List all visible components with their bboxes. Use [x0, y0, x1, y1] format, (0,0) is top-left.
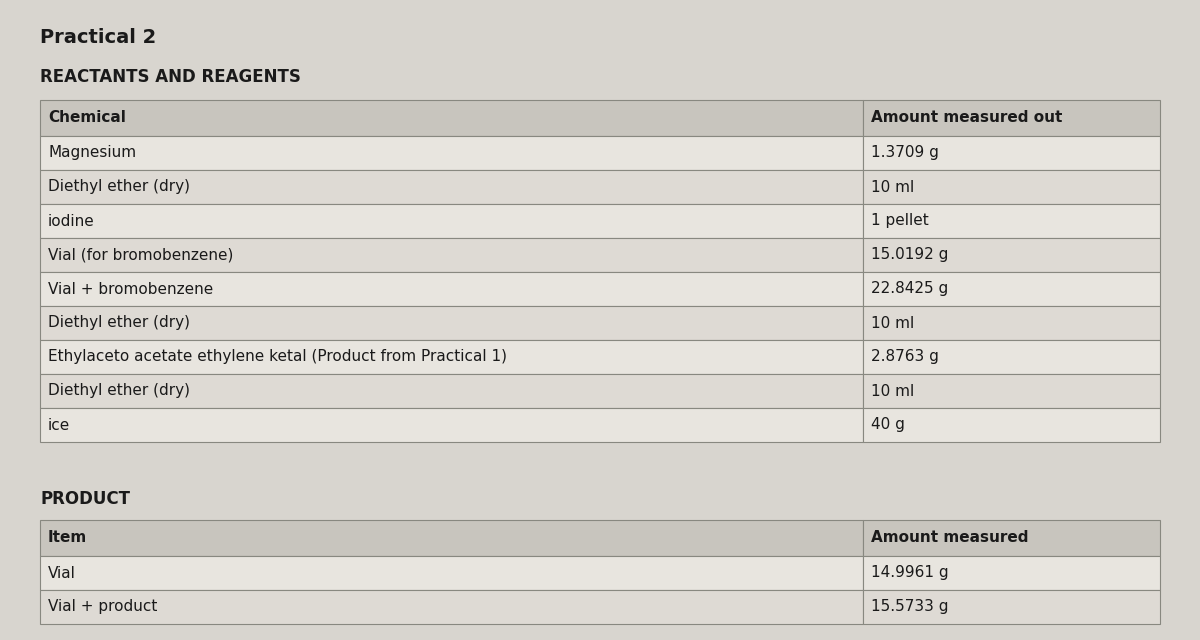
Bar [863, 272, 1160, 306]
Bar [863, 306, 1160, 340]
Bar [40, 340, 863, 374]
Text: 10 ml: 10 ml [871, 316, 914, 330]
Text: Magnesium: Magnesium [48, 145, 136, 161]
Bar [40, 520, 863, 556]
Text: 10 ml: 10 ml [871, 383, 914, 399]
Text: iodine: iodine [48, 214, 95, 228]
Bar [863, 238, 1160, 272]
Text: Practical 2: Practical 2 [40, 28, 156, 47]
Text: Vial + product: Vial + product [48, 600, 157, 614]
Bar [40, 306, 863, 340]
Bar [863, 204, 1160, 238]
Text: 15.5733 g: 15.5733 g [871, 600, 949, 614]
Text: Ethylaceto acetate ethylene ketal (Product from Practical 1): Ethylaceto acetate ethylene ketal (Produ… [48, 349, 508, 365]
Text: 14.9961 g: 14.9961 g [871, 566, 949, 580]
Text: Vial: Vial [48, 566, 76, 580]
Bar [863, 170, 1160, 204]
Text: 10 ml: 10 ml [871, 179, 914, 195]
Bar [40, 136, 863, 170]
Bar [40, 100, 863, 136]
Bar [40, 204, 863, 238]
Text: Vial + bromobenzene: Vial + bromobenzene [48, 282, 214, 296]
Bar [40, 374, 863, 408]
Text: Diethyl ether (dry): Diethyl ether (dry) [48, 383, 190, 399]
Text: Amount measured out: Amount measured out [871, 111, 1062, 125]
Text: Item: Item [48, 531, 88, 545]
Bar [40, 238, 863, 272]
Bar [863, 136, 1160, 170]
Text: PRODUCT: PRODUCT [40, 490, 130, 508]
Text: Diethyl ether (dry): Diethyl ether (dry) [48, 179, 190, 195]
Text: Diethyl ether (dry): Diethyl ether (dry) [48, 316, 190, 330]
Text: 15.0192 g: 15.0192 g [871, 248, 948, 262]
Text: Amount measured: Amount measured [871, 531, 1028, 545]
Bar [40, 556, 863, 590]
Bar [40, 272, 863, 306]
Text: 1 pellet: 1 pellet [871, 214, 929, 228]
Bar [863, 340, 1160, 374]
Text: ice: ice [48, 417, 71, 433]
Text: REACTANTS AND REAGENTS: REACTANTS AND REAGENTS [40, 68, 301, 86]
Text: 1.3709 g: 1.3709 g [871, 145, 940, 161]
Bar [863, 520, 1160, 556]
Text: Vial (for bromobenzene): Vial (for bromobenzene) [48, 248, 233, 262]
Bar [863, 590, 1160, 624]
Text: 40 g: 40 g [871, 417, 905, 433]
Bar [863, 408, 1160, 442]
Text: Chemical: Chemical [48, 111, 126, 125]
Bar [863, 556, 1160, 590]
Text: 22.8425 g: 22.8425 g [871, 282, 948, 296]
Bar [863, 374, 1160, 408]
Bar [863, 100, 1160, 136]
Text: 2.8763 g: 2.8763 g [871, 349, 940, 365]
Bar [40, 408, 863, 442]
Bar [40, 590, 863, 624]
Bar [40, 170, 863, 204]
